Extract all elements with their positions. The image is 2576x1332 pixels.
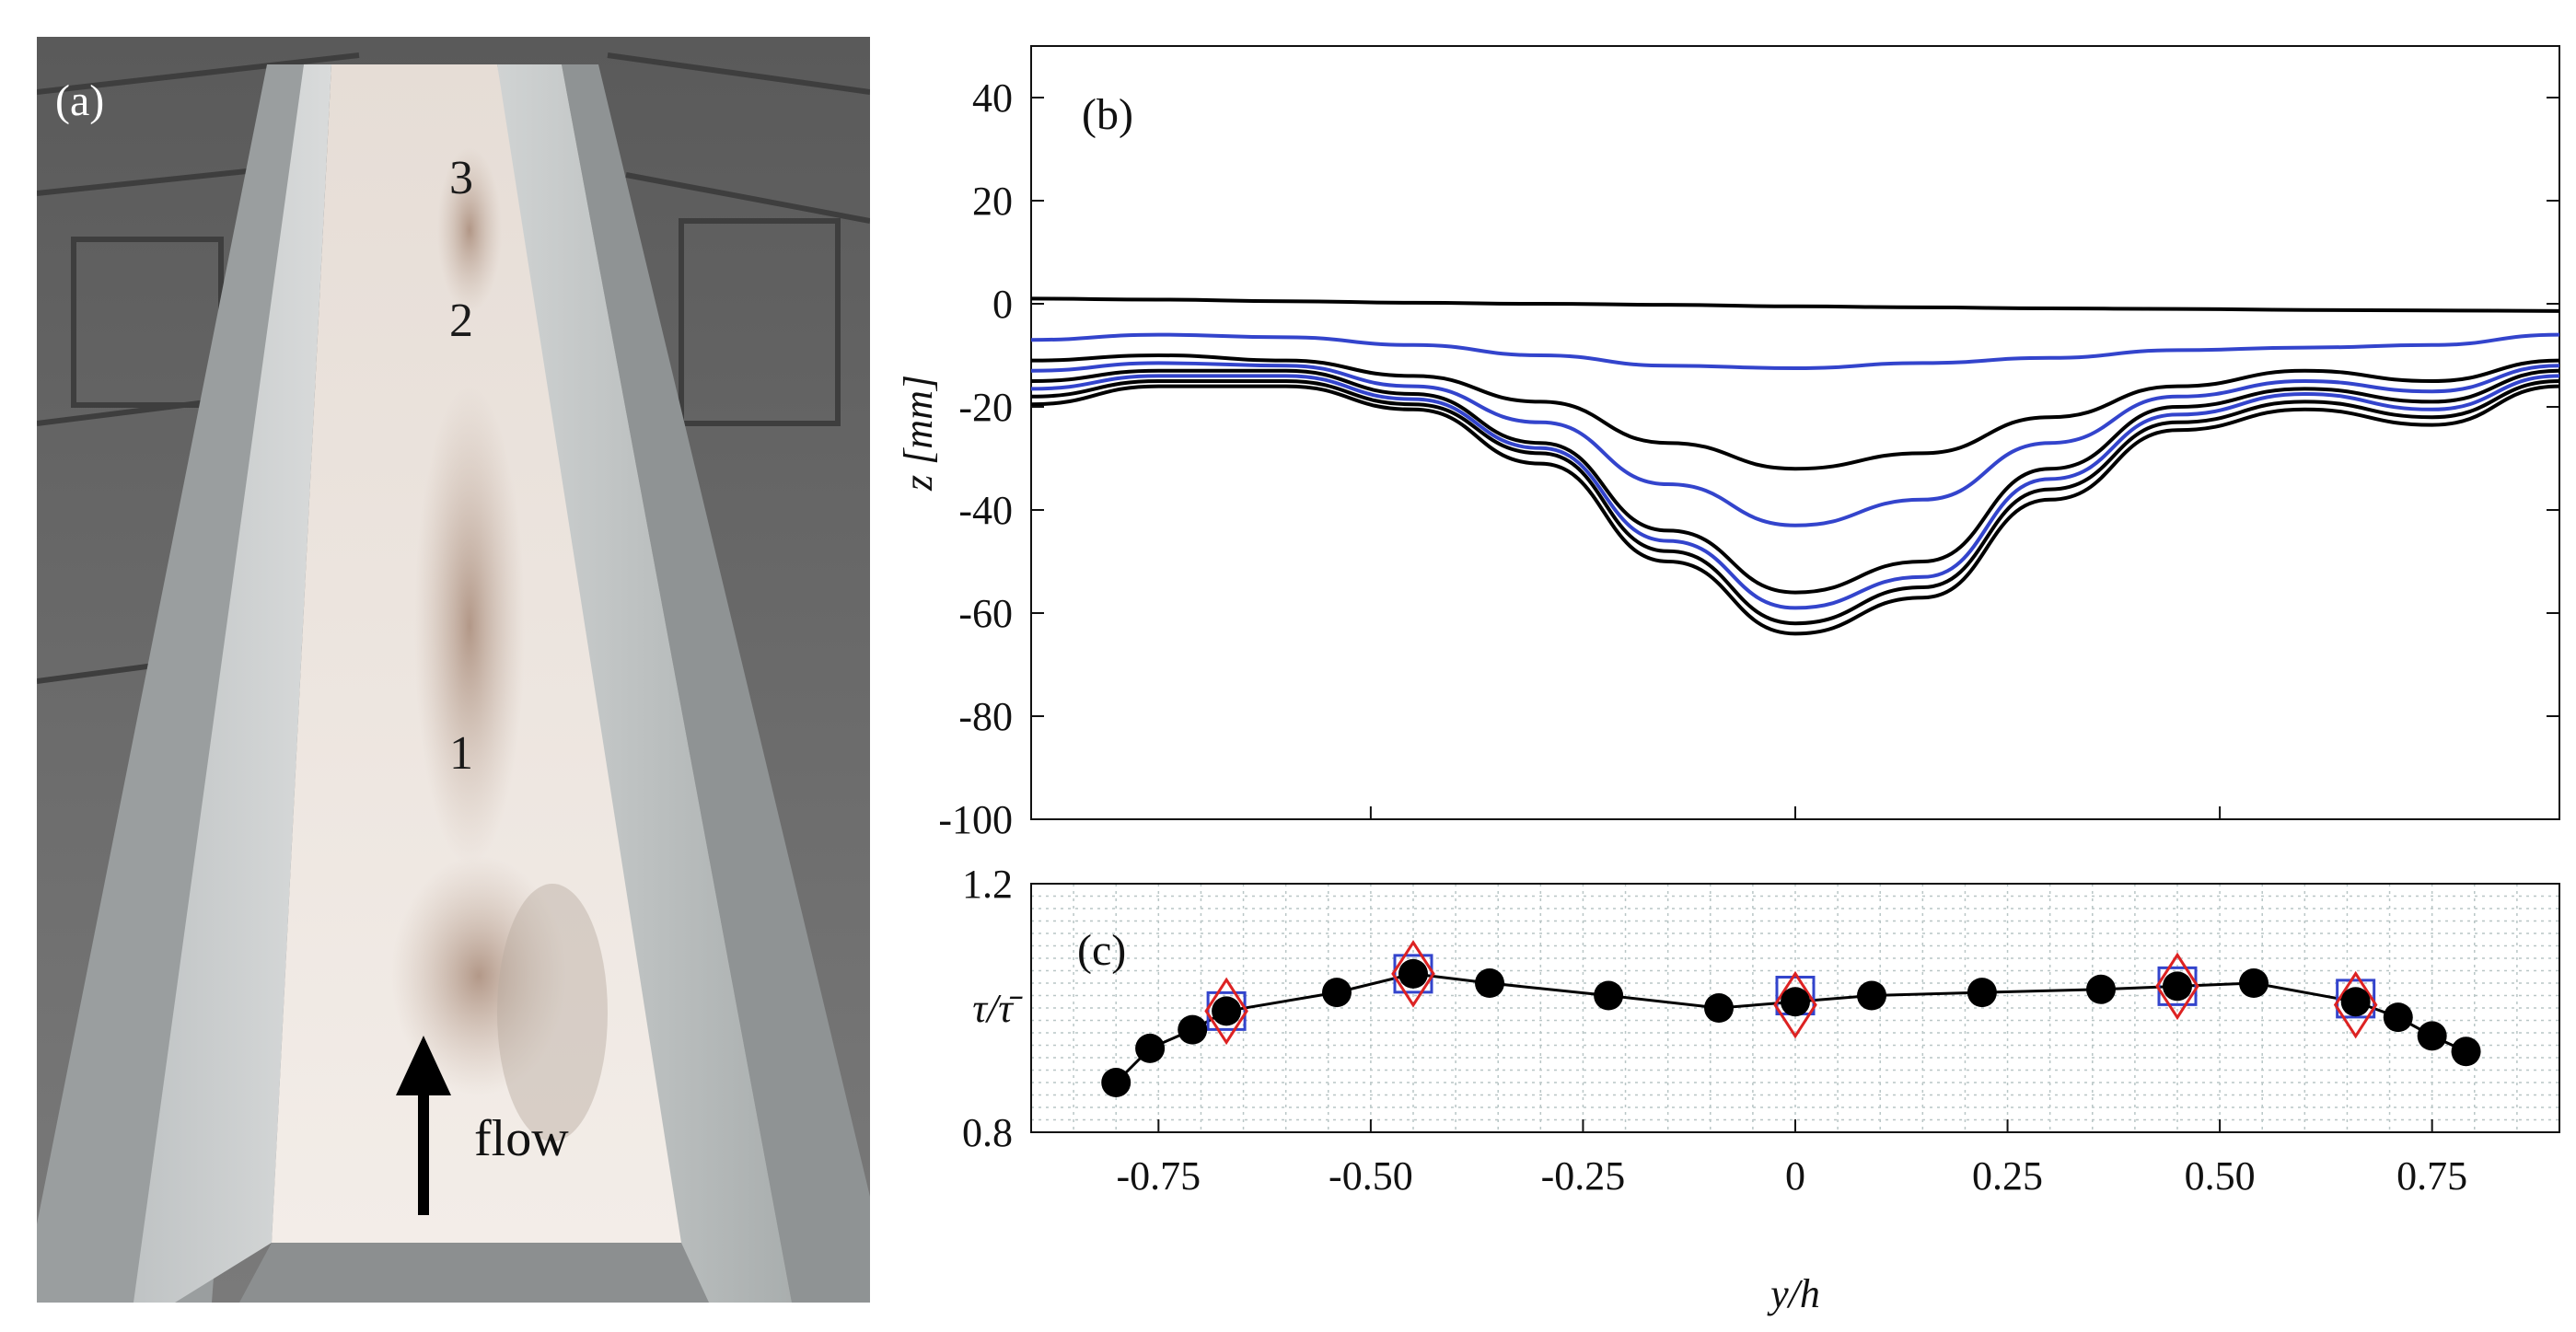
chart-c-square-marker	[1206, 990, 1247, 1031]
right-rail	[562, 64, 870, 1303]
chart-b-series-7	[1030, 378, 2560, 626]
right-glass-wall	[497, 64, 792, 1303]
chart-b-series-1	[1030, 296, 2560, 313]
scour-hole-front	[391, 856, 566, 1095]
chart-c-square-marker	[2157, 966, 2198, 1006]
panel-b-label: (b)	[1082, 90, 1133, 139]
chart-b-series-4	[1030, 361, 2560, 527]
chart-c-diamond-marker	[1204, 977, 1248, 1046]
chart-b-ytick-label: -40	[958, 488, 1013, 533]
scour-hole-1	[414, 387, 525, 865]
chart-c-circle-marker	[2417, 1021, 2447, 1051]
flow-label: flow	[474, 1110, 569, 1167]
chart-c-circle-marker	[2383, 1002, 2413, 1033]
chart-c-circle-marker	[1594, 980, 1624, 1011]
marker-3: 3	[449, 152, 473, 204]
chart-c-circle-marker	[2239, 968, 2269, 998]
flume-photo: (a) 3 2 1 flow	[37, 37, 870, 1303]
chart-c-circle-marker	[1704, 993, 1734, 1023]
chart-c-xlabel: y/h	[1767, 1271, 1820, 1316]
chart-b-ytick-label: -100	[938, 797, 1013, 842]
chart-c-xtick-label: -0.25	[1541, 1153, 1626, 1199]
chart-b-series-6	[1030, 374, 2560, 610]
chart-c-diamond-marker	[2155, 952, 2199, 1021]
chart-c-diamond-marker	[1391, 940, 1435, 1008]
marker-2: 2	[449, 295, 473, 347]
chart-c-ylabel: τ/τ̄	[972, 986, 1023, 1031]
chart-c-square-marker	[2336, 979, 2376, 1019]
chart-c-circle-marker	[1135, 1033, 1166, 1063]
chart-b-series-8	[1030, 384, 2560, 636]
panel-c-label: (c)	[1077, 926, 1126, 975]
chart-b-ytick-label: -20	[958, 385, 1013, 430]
left-glass-wall	[133, 64, 331, 1303]
chart-b-ytick-label: 20	[972, 179, 1013, 224]
chart-c: -0.75 -0.50 -0.25 0 0.25 0.50 0.75 1.2 0.8 (c) τ…	[962, 862, 2560, 1316]
marker-1: 1	[449, 727, 473, 780]
chart-c-circle-marker	[1967, 978, 1997, 1008]
chart-b-ytick-label: -60	[958, 591, 1013, 636]
chart-c-circle-marker	[2163, 971, 2192, 1002]
shadow-right	[497, 884, 608, 1141]
chart-c-circle-marker	[1178, 1014, 1208, 1045]
chart-c-circle-marker	[2451, 1037, 2481, 1067]
chart-c-ytick-label: 1.2	[962, 862, 1013, 907]
chart-b-ytick-label: -80	[958, 694, 1013, 739]
chart-b-ytick-label: 0	[992, 282, 1013, 327]
chart-b-series-2	[1030, 332, 2560, 371]
chart-c-circle-marker	[1857, 980, 1886, 1011]
chart-c-xtick-label: -0.50	[1329, 1153, 1413, 1199]
flow-arrow	[396, 1036, 451, 1215]
left-rail	[37, 64, 304, 1303]
chart-c-xtick-label: 0	[1785, 1153, 1805, 1199]
chart-c-circle-marker	[1475, 968, 1504, 998]
chart-b-series-3	[1030, 353, 2560, 471]
chart-c-xtick-label: 0.25	[1972, 1153, 2043, 1199]
chart-c-circle-marker	[2340, 987, 2371, 1017]
panel-a-label: (a)	[55, 76, 104, 125]
chart-c-xtick-label: 0.75	[2396, 1153, 2467, 1199]
chart-c-circle-marker	[1101, 1068, 1131, 1097]
chart-c-circle-marker	[1322, 978, 1352, 1008]
chart-c-square-marker	[1393, 954, 1433, 994]
chart-b-ylabel: z [mm]	[896, 375, 941, 492]
chart-c-xtick-label: -0.75	[1117, 1153, 1201, 1199]
chart-b-series-5	[1030, 368, 2560, 595]
chart-c-circle-marker	[1212, 996, 1242, 1026]
chart-c-diamond-marker	[1773, 970, 1817, 1039]
chart-b-ytick-label: 40	[972, 75, 1013, 121]
background-structure	[37, 52, 870, 684]
chart-b-frame	[1030, 45, 2560, 820]
chart-c-ytick-label: 0.8	[962, 1110, 1013, 1155]
chart-c-circle-marker	[2086, 974, 2116, 1004]
chart-b: 40 20 0 -20 -40 -60 -80 -100 (b) z [mm]	[896, 45, 2560, 842]
chart-c-circle-marker	[1781, 987, 1810, 1017]
chart-c-xtick-label: 0.50	[2185, 1153, 2256, 1199]
chart-c-diamond-marker	[2333, 970, 2378, 1039]
flume-end-plate	[239, 1243, 709, 1303]
chart-c-circle-marker	[1398, 958, 1428, 989]
scour-hole-2	[437, 147, 502, 313]
